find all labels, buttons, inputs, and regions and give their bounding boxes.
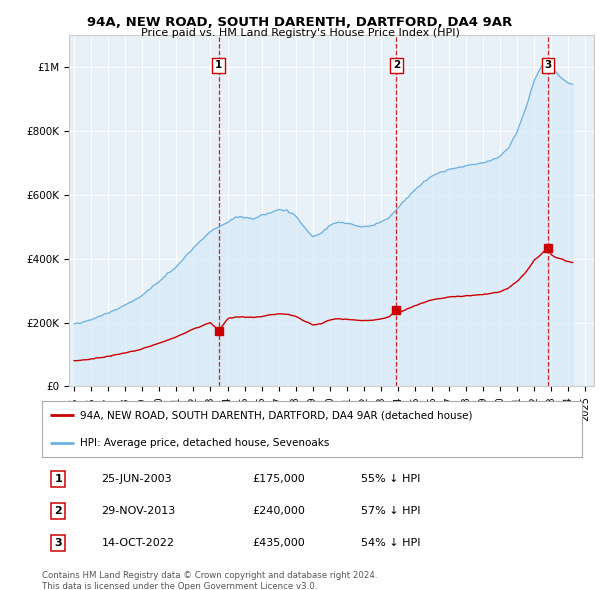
Text: Contains HM Land Registry data © Crown copyright and database right 2024.
This d: Contains HM Land Registry data © Crown c… [42, 571, 377, 590]
Text: 3: 3 [544, 60, 551, 70]
Text: 54% ↓ HPI: 54% ↓ HPI [361, 538, 420, 548]
Text: 2: 2 [55, 506, 62, 516]
Text: 94A, NEW ROAD, SOUTH DARENTH, DARTFORD, DA4 9AR (detached house): 94A, NEW ROAD, SOUTH DARENTH, DARTFORD, … [80, 410, 472, 420]
Text: £435,000: £435,000 [253, 538, 305, 548]
Text: 25-JUN-2003: 25-JUN-2003 [101, 474, 172, 484]
Text: 3: 3 [55, 538, 62, 548]
Text: £240,000: £240,000 [253, 506, 305, 516]
Text: 1: 1 [215, 60, 222, 70]
Text: 29-NOV-2013: 29-NOV-2013 [101, 506, 176, 516]
Text: £175,000: £175,000 [253, 474, 305, 484]
Text: HPI: Average price, detached house, Sevenoaks: HPI: Average price, detached house, Seve… [80, 438, 329, 448]
Text: 1: 1 [55, 474, 62, 484]
Text: 55% ↓ HPI: 55% ↓ HPI [361, 474, 420, 484]
Text: 14-OCT-2022: 14-OCT-2022 [101, 538, 175, 548]
Text: 57% ↓ HPI: 57% ↓ HPI [361, 506, 420, 516]
Text: 2: 2 [393, 60, 400, 70]
Text: Price paid vs. HM Land Registry's House Price Index (HPI): Price paid vs. HM Land Registry's House … [140, 28, 460, 38]
Text: 94A, NEW ROAD, SOUTH DARENTH, DARTFORD, DA4 9AR: 94A, NEW ROAD, SOUTH DARENTH, DARTFORD, … [88, 16, 512, 29]
